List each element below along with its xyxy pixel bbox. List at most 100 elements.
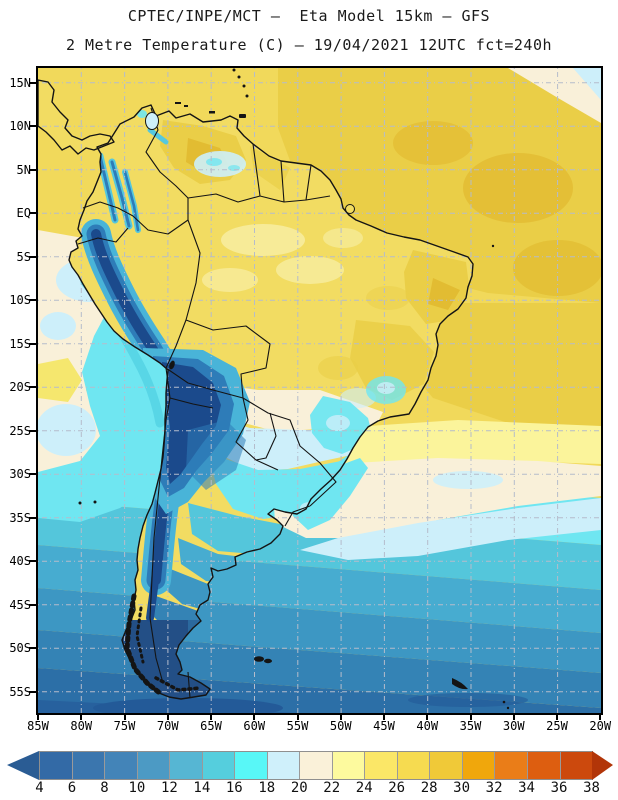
- lon-axis-label: 20W: [589, 719, 612, 733]
- colorbar-tick-label: 28: [420, 780, 438, 796]
- lon-axis-tick: [512, 715, 515, 720]
- colorbar-tick-label: 22: [323, 780, 341, 796]
- lon-axis-label: 65W: [200, 719, 222, 733]
- lat-axis-tick: [29, 429, 36, 432]
- lat-axis-label: 5N: [16, 162, 31, 177]
- lat-axis-tick: [29, 603, 36, 606]
- lat-axis-tick: [29, 168, 36, 171]
- colorbar-segment: [137, 752, 171, 779]
- colorbar-tick-label: 32: [485, 780, 503, 796]
- lat-axis-tick: [29, 342, 36, 345]
- colorbar-tick-label: 14: [193, 780, 211, 796]
- lat-axis-tick: [29, 125, 36, 128]
- colorbar-segment: [235, 752, 268, 779]
- colorbar-segment: [202, 752, 236, 779]
- lon-axis-label: 40W: [416, 719, 439, 733]
- lon-axis-label: 30W: [502, 719, 525, 733]
- islands-and-lakes: [78, 68, 510, 710]
- colorbar-segment: [300, 752, 333, 779]
- colorbar-tick-label: 10: [128, 780, 146, 796]
- lat-axis-label: 35S: [9, 510, 31, 525]
- lat-axis-label: 10N: [9, 119, 31, 134]
- colorbar-tick-label: 34: [518, 780, 535, 796]
- colorbar-tick-label: 18: [258, 780, 276, 796]
- colorbar-tick-label: 30: [453, 780, 471, 796]
- page-title: CPTEC/INPE/MCT – Eta Model 15km – GFS: [127, 7, 491, 25]
- lon-axis-tick: [37, 715, 39, 720]
- lon-axis-tick: [426, 715, 429, 720]
- lat-axis-label: 55S: [9, 684, 31, 699]
- lat-axis-label: 25S: [9, 423, 31, 438]
- lon-axis-label: 25W: [546, 719, 568, 733]
- lon-axis-tick: [166, 715, 169, 720]
- colorbar-segment: [105, 752, 138, 779]
- lon-axis-label: 60W: [243, 719, 266, 733]
- colorbar-segment: [527, 752, 561, 779]
- lat-axis-label: 40S: [9, 554, 31, 569]
- map-plot-area: [36, 66, 603, 715]
- lat-axis-tick: [29, 81, 36, 84]
- colorbar-segment: [267, 752, 301, 779]
- lat-axis-label: 15S: [9, 336, 31, 351]
- lat-axis-label: 50S: [9, 641, 31, 656]
- lon-axis-label: 80W: [70, 719, 93, 733]
- colorbar-tick-label: 12: [160, 780, 178, 796]
- lon-axis-tick: [469, 715, 472, 720]
- lat-axis-tick: [29, 690, 36, 693]
- lat-axis-tick: [29, 386, 36, 389]
- lon-axis-label: 70W: [156, 719, 179, 733]
- lat-axis-label: 5S: [16, 249, 31, 264]
- colorbar-tick-label: 20: [290, 780, 308, 796]
- colorbar-segment: [397, 752, 431, 779]
- lat-axis-tick: [29, 647, 36, 650]
- colorbar-tick-label: 8: [100, 780, 109, 796]
- lat-axis-label: 30S: [9, 467, 31, 482]
- temperature-field-map: [38, 68, 601, 713]
- colorbar-segment: [365, 752, 398, 779]
- colorbar-segment: [462, 752, 496, 779]
- lon-axis-label: 55W: [286, 719, 309, 733]
- lon-axis-tick: [296, 715, 299, 720]
- grid-lines: [38, 68, 601, 713]
- colorbar-tick-label: 38: [583, 780, 600, 796]
- lat-axis-label: 20S: [9, 380, 31, 395]
- colorbar-segment: [560, 752, 593, 779]
- colorbar-segment: [72, 752, 106, 779]
- colorbar-below-range-arrow: [7, 751, 39, 780]
- lon-axis-tick: [339, 715, 342, 720]
- lat-axis-tick: [29, 212, 36, 215]
- colorbar-tick-label: 36: [550, 780, 568, 796]
- lat-axis-label: EQ: [16, 206, 31, 221]
- lon-axis-label: 85W: [27, 719, 49, 733]
- colorbar-tick-label: 24: [355, 780, 373, 796]
- lat-axis-tick: [29, 516, 36, 519]
- lat-axis-tick: [29, 299, 36, 302]
- lat-axis-label: 15N: [9, 75, 31, 90]
- colorbar-tick-label: 16: [225, 780, 243, 796]
- colorbar-segment: [332, 752, 366, 779]
- colorbar-tick-label: 26: [388, 780, 406, 796]
- lon-axis-tick: [599, 715, 602, 720]
- lon-axis-label: 35W: [459, 719, 482, 733]
- lon-axis-tick: [80, 715, 83, 720]
- lon-axis-label: 75W: [113, 719, 136, 733]
- lon-axis-tick: [123, 715, 126, 720]
- colorbar-segment: [40, 752, 73, 779]
- colorbar-tick-label: 4: [35, 780, 44, 796]
- lon-axis-tick: [383, 715, 385, 720]
- lon-axis-label: 50W: [329, 719, 352, 733]
- country-borders: [77, 107, 337, 699]
- colorbar-tick-label: 6: [67, 780, 77, 796]
- lat-axis-tick: [29, 473, 36, 476]
- lon-axis-tick: [556, 715, 558, 720]
- lat-axis-tick: [29, 255, 36, 258]
- lat-axis-label: 45S: [9, 597, 31, 612]
- colorbar-segment: [495, 752, 528, 779]
- lon-axis-label: 45W: [373, 719, 395, 733]
- page-subtitle: 2 Metre Temperature (C) – 19/04/2021 12U…: [65, 36, 553, 54]
- lat-axis-label: 10S: [9, 293, 31, 308]
- colorbar-segment: [430, 752, 463, 779]
- colorbar-segment: [170, 752, 203, 779]
- lon-axis-tick: [210, 715, 212, 720]
